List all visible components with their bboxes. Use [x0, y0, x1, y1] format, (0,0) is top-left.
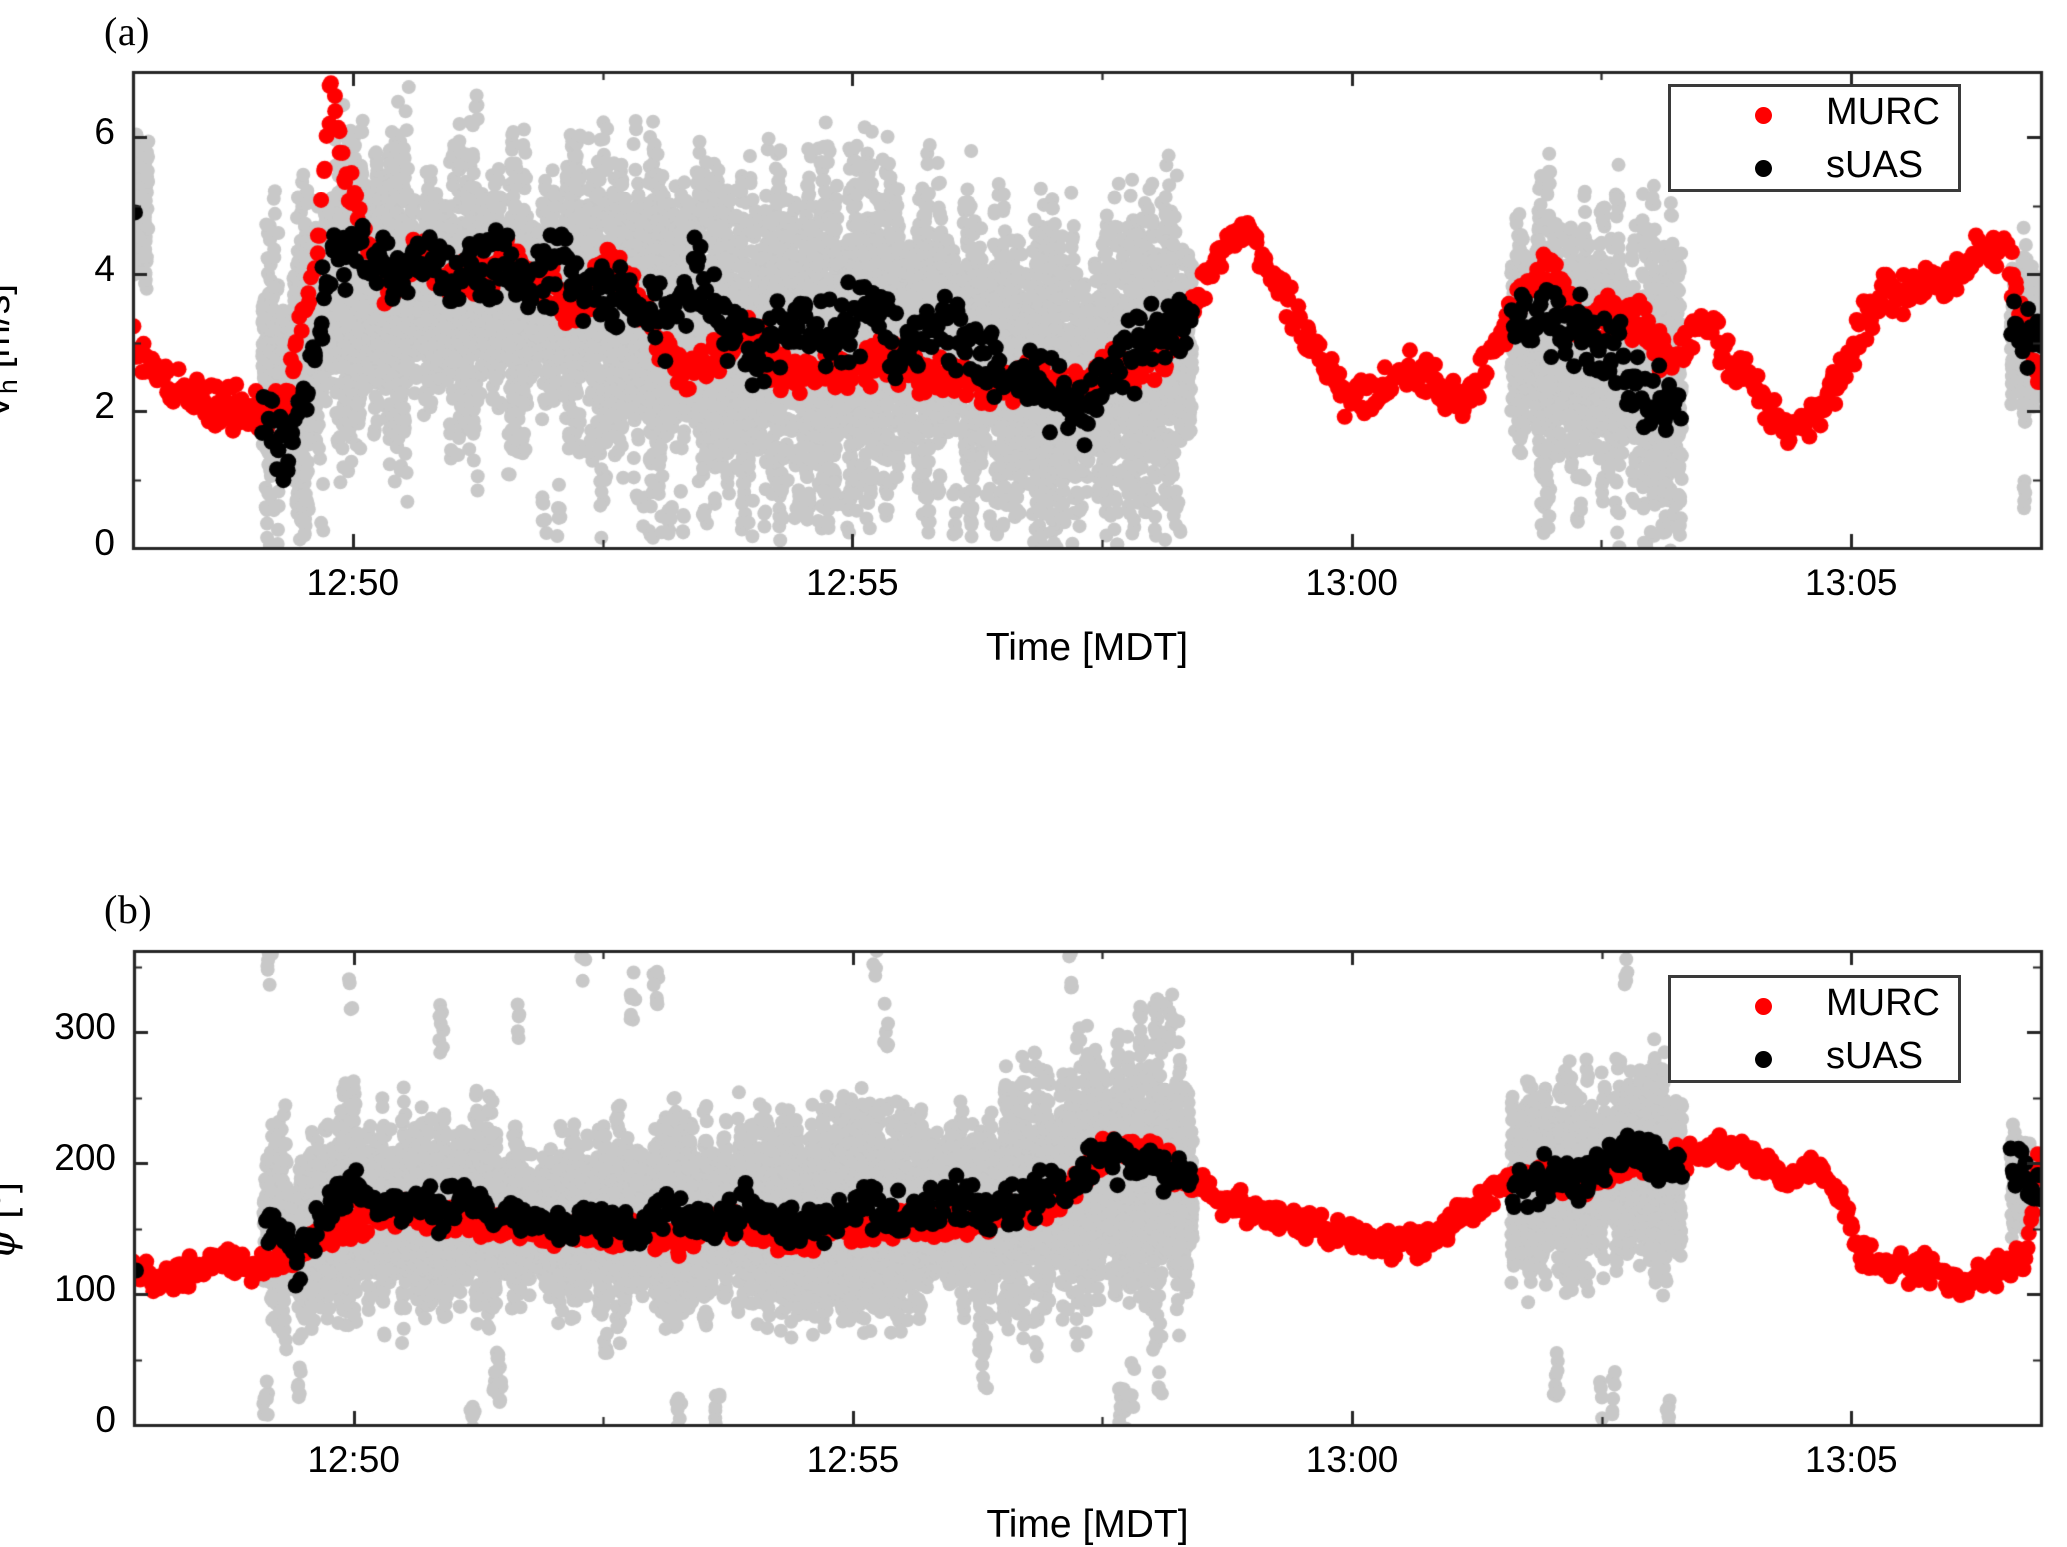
- legend-label-suas[interactable]: sUAS: [1826, 1035, 1924, 1077]
- panel-a-legend[interactable]: MURC sUAS: [1668, 84, 1961, 192]
- panel-b-plot-canvas: [0, 880, 2067, 1480]
- panel-b-legend[interactable]: MURC sUAS: [1668, 975, 1961, 1083]
- ytick-label: 200: [54, 1137, 116, 1179]
- x-axis-label: Time [MDT]: [986, 1503, 1189, 1546]
- x-axis-label: Time [MDT]: [985, 626, 1189, 669]
- y-axis-label: Vh [m/s]: [0, 283, 23, 420]
- legend-label-murc[interactable]: MURC: [1826, 982, 1940, 1024]
- y-axis-label: ψ [o]: [0, 1182, 25, 1260]
- xtick-label: 12:55: [805, 562, 899, 603]
- ytick-label: 300: [54, 1006, 116, 1048]
- legend-label-murc[interactable]: MURC: [1826, 91, 1940, 133]
- xtick-label: 12:50: [306, 562, 400, 603]
- xtick-label: 13:00: [1305, 1439, 1399, 1480]
- xtick-label: 12:55: [806, 1439, 900, 1480]
- ytick-label: 0: [94, 522, 115, 563]
- ytick-label: 4: [94, 248, 115, 290]
- ytick-label: 100: [54, 1268, 116, 1310]
- legend-marker-murc: [1755, 107, 1772, 124]
- ytick-label: 2: [94, 385, 115, 427]
- ytick-label: 6: [94, 111, 115, 153]
- legend-label-suas[interactable]: sUAS: [1826, 144, 1924, 186]
- xtick-label: 13:05: [1805, 1439, 1898, 1480]
- legend-marker-suas: [1755, 160, 1772, 177]
- xtick-label: 12:50: [307, 1439, 400, 1480]
- xtick-label: 13:05: [1804, 562, 1898, 603]
- legend-marker-suas: [1755, 1051, 1772, 1068]
- ytick-label: 0: [95, 1399, 116, 1440]
- legend-marker-murc: [1755, 998, 1772, 1015]
- xtick-label: 13:00: [1305, 562, 1399, 603]
